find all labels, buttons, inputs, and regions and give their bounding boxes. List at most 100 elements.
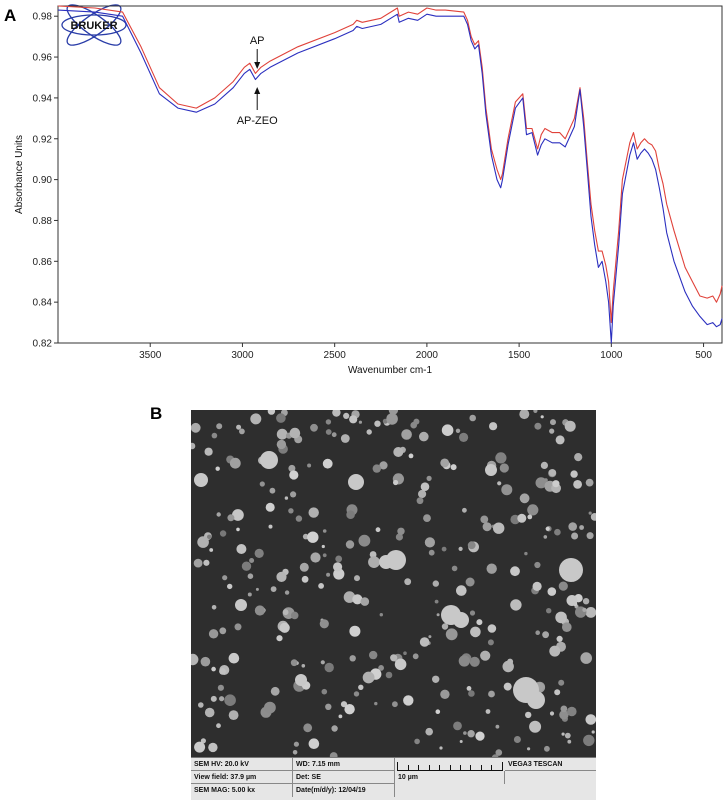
sem-particle: [544, 478, 548, 482]
sem-particle: [586, 532, 594, 540]
sem-particle: [534, 422, 542, 430]
sem-particle: [451, 565, 458, 572]
sem-particle: [374, 701, 378, 706]
sem-particle: [224, 694, 236, 706]
sem-particle: [554, 528, 561, 536]
sem-particle: [533, 410, 538, 413]
sem-particle: [289, 470, 299, 480]
sem-particle: [458, 655, 470, 667]
sem-particle: [519, 493, 530, 504]
sem-particle: [322, 553, 327, 558]
sem-particle: [403, 695, 414, 706]
sem-particle: [412, 653, 419, 660]
sem-particle: [378, 665, 384, 671]
sem-info-bar: SEM HV: 20.0 kV WD: 7.15 mm VEGA3 TESCAN…: [191, 757, 596, 800]
sem-particle: [234, 623, 242, 631]
sem-particle: [265, 502, 275, 512]
sem-particle: [469, 610, 476, 616]
sem-particle: [250, 413, 262, 425]
sem-particle: [549, 428, 555, 434]
sem-particle: [375, 527, 381, 533]
sem-particle: [211, 605, 217, 610]
sem-particle: [495, 749, 503, 756]
sem-particle: [585, 478, 594, 487]
sem-particle-large: [235, 599, 247, 611]
sem-particle: [310, 423, 318, 432]
sem-particle: [529, 720, 542, 733]
sem-particle: [292, 750, 298, 755]
sem-particle: [307, 531, 319, 543]
chart-axes: [57, 5, 723, 344]
sem-particle: [534, 561, 541, 569]
x-tick-label: 3500: [139, 350, 162, 361]
x-tick-label: 500: [695, 350, 712, 361]
sem-particle: [255, 587, 259, 591]
x-tick-label: 3000: [231, 350, 254, 361]
sem-particle: [366, 429, 372, 435]
sem-particle: [395, 533, 403, 541]
sem-particle: [322, 458, 333, 469]
sem-particle: [219, 627, 227, 635]
sem-particle-large: [348, 474, 364, 490]
x-tick-label: 1500: [508, 350, 531, 361]
chart-annotations: AP AP-ZEO: [237, 35, 278, 127]
sem-particle: [215, 466, 220, 471]
sem-particle: [333, 562, 343, 572]
sem-particle: [435, 709, 441, 714]
sem-particle: [535, 630, 540, 635]
sem-particle: [346, 510, 355, 519]
sem-particle: [458, 546, 463, 551]
sem-particle: [211, 432, 218, 439]
sem-particle: [552, 480, 560, 488]
sem-particle: [340, 701, 348, 708]
sem-particle-large: [485, 464, 497, 476]
sem-particle-large: [379, 555, 393, 569]
sem-particle-large: [559, 558, 583, 582]
sem-particle: [200, 738, 206, 744]
sem-particle: [519, 410, 530, 420]
sem-particle: [432, 675, 440, 683]
sem-particle: [488, 690, 495, 698]
sem-particle: [549, 711, 555, 716]
sem-particle: [219, 668, 226, 675]
sem-particle: [335, 555, 343, 563]
sem-particle: [560, 705, 568, 713]
sem-particle: [390, 654, 398, 662]
sem-particle: [559, 710, 569, 720]
sem-particle: [525, 711, 532, 719]
sem-particle: [566, 595, 578, 606]
sem-particle: [329, 752, 338, 758]
sem-particle: [579, 525, 584, 530]
sem-particle: [585, 714, 596, 725]
x-tick-label: 2500: [324, 350, 347, 361]
sem-particle: [345, 540, 355, 549]
sem-particle: [208, 742, 218, 753]
sem-particle: [467, 541, 476, 550]
sem-mag: SEM MAG: 5.00 kx: [191, 784, 293, 797]
sem-particle: [194, 741, 206, 753]
sem-particle: [232, 509, 244, 521]
sem-particle: [321, 544, 325, 549]
annotation-ap-zeo: AP-ZEO: [237, 115, 278, 127]
sem-scale-bar: [397, 762, 503, 771]
sem-particle: [588, 511, 592, 515]
sem-particle: [299, 562, 309, 572]
sem-particle: [440, 689, 450, 699]
sem-particle: [419, 431, 429, 442]
sem-particle: [289, 427, 301, 439]
panel-label-b: B: [150, 404, 163, 423]
sem-particle: [290, 659, 298, 667]
sem-particle: [517, 513, 527, 523]
sem-particle: [204, 447, 213, 456]
sem-particle: [591, 730, 595, 734]
sem-particle: [582, 598, 590, 605]
sem-particle: [344, 704, 355, 715]
sem-particle: [440, 458, 450, 468]
sem-micrograph: SEM HV: 20.0 kV WD: 7.15 mm VEGA3 TESCAN…: [191, 410, 596, 800]
sem-particle: [331, 725, 338, 732]
sem-particle: [236, 527, 240, 532]
sem-particle: [284, 496, 289, 500]
sem-particle: [456, 585, 467, 596]
sem-particle: [459, 432, 469, 442]
sem-particle: [284, 590, 290, 595]
